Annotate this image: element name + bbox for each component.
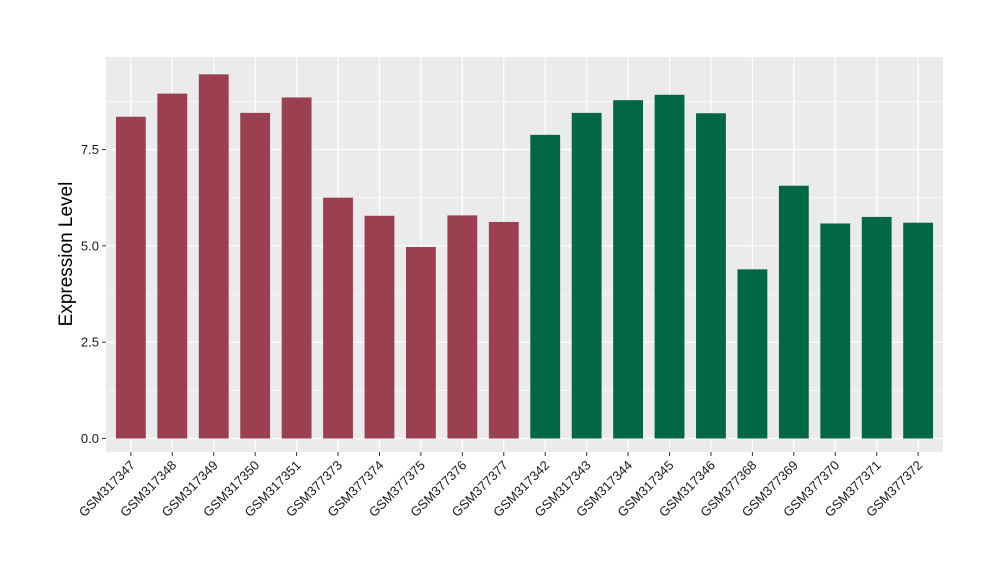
- bar-GSM317345: [654, 94, 685, 439]
- bar-GSM377370: [820, 223, 851, 439]
- bar-GSM377371: [861, 216, 892, 439]
- bars: [115, 74, 934, 439]
- bar-GSM377375: [405, 246, 436, 439]
- bar-GSM317349: [198, 74, 229, 439]
- bar-GSM377377: [488, 221, 519, 439]
- bar-GSM377368: [737, 269, 768, 439]
- y-tick-label: 2.5: [81, 335, 99, 350]
- y-tick-label: 7.5: [81, 142, 99, 157]
- y-axis-title: Expression Level: [56, 182, 77, 327]
- bar-GSM317348: [157, 93, 188, 439]
- y-tick-label: 5.0: [81, 238, 99, 253]
- bar-GSM377376: [447, 215, 478, 439]
- bar-GSM377372: [903, 222, 934, 439]
- bar-GSM377369: [778, 185, 809, 439]
- bar-GSM377373: [323, 197, 353, 439]
- bar-GSM317343: [571, 112, 602, 439]
- bar-GSM317351: [281, 97, 312, 439]
- bar-GSM317346: [696, 113, 726, 439]
- bar-GSM317342: [530, 134, 561, 439]
- bar-GSM317350: [240, 112, 271, 439]
- plot-panel: [106, 57, 943, 452]
- y-tick-label: 0.0: [81, 431, 99, 446]
- bar-GSM317347: [115, 116, 146, 439]
- bar-GSM317344: [613, 100, 644, 439]
- y-axis: 0.0 2.5 5.0 7.5: [81, 142, 106, 446]
- bar-GSM377374: [364, 215, 395, 439]
- x-axis: GSM317347GSM317348GSM317349GSM317350GSM3…: [76, 452, 925, 520]
